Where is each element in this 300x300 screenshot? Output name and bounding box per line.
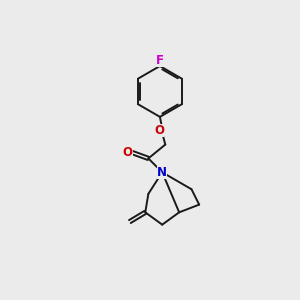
Text: O: O — [154, 124, 164, 137]
Text: O: O — [123, 146, 133, 159]
Text: N: N — [157, 166, 167, 179]
Text: F: F — [156, 54, 164, 67]
